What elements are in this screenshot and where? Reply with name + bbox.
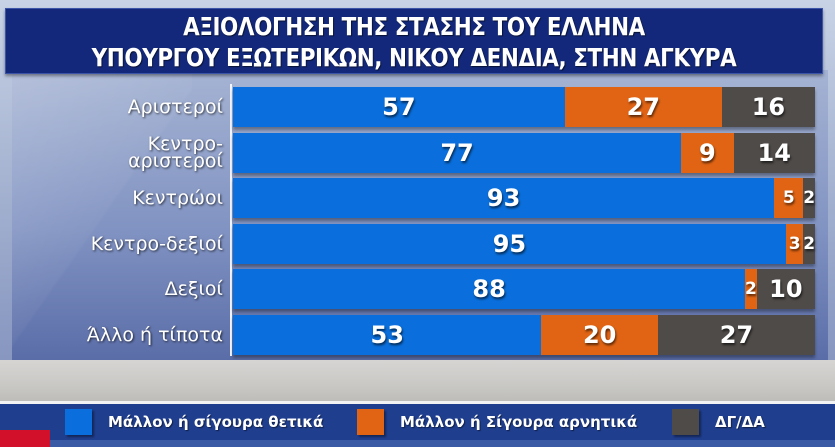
category-label: Κεντρο-δεξιοί: [90, 232, 223, 255]
bar-segment-dk: 14: [733, 133, 815, 173]
bar-row: Κεντρώοι 93 5 2: [0, 178, 835, 218]
bar-segment-dk: 16: [721, 87, 815, 127]
stacked-bar: 57 27 16: [233, 87, 815, 127]
category-label: Κεντρώοι: [132, 186, 223, 209]
legend-label-positive: Μάλλον ή σίγουρα θετικά: [108, 413, 324, 431]
legend-swatch-negative: [357, 409, 384, 435]
bar-segment-negative: 3: [785, 224, 804, 264]
bar-row: Κεντρο-δεξιοί 95 3 2: [0, 224, 835, 264]
data-label: 2: [803, 188, 816, 208]
bar-segment-dk: 2: [803, 224, 815, 264]
bar-row: Αριστεροί 57 27 16: [0, 87, 835, 127]
data-label: 2: [745, 279, 757, 299]
data-label: 95: [492, 230, 527, 258]
legend-item-positive: Μάλλον ή σίγουρα θετικά: [65, 404, 323, 440]
bar-row: Άλλο ή τίποτα 53 20 27: [0, 315, 835, 355]
chart-title: ΑΞΙΟΛΟΓΗΣΗ ΤΗΣ ΣΤΑΣΗΣ ΤΟΥ ΕΛΛΗΝΑ ΥΠΟΥΡΓΟ…: [5, 8, 823, 74]
bar-segment-negative: 20: [541, 315, 658, 355]
bar-segment-positive: 57: [233, 87, 565, 127]
legend-swatch-dk: [672, 409, 699, 435]
data-label: 10: [769, 275, 803, 303]
legend-label-dk: ΔΓ/ΔΑ: [715, 413, 765, 431]
title-line-2: ΥΠΟΥΡΓΟΥ ΕΞΩΤΕΡΙΚΩΝ, ΝΙΚΟΥ ΔΕΝΔΙΑ, ΣΤΗΝ …: [91, 43, 737, 72]
data-label: 27: [719, 321, 754, 349]
stacked-bar: 93 5 2: [233, 178, 815, 218]
data-label: 57: [382, 93, 416, 121]
floor-divider: [0, 401, 835, 404]
bar-segment-dk: 27: [657, 315, 815, 355]
stacked-bar: 95 3 2: [233, 224, 815, 264]
category-label: Κεντρο- αριστεροί: [128, 133, 223, 172]
legend-item-dk: ΔΓ/ΔΑ: [672, 404, 765, 440]
bar-segment-positive: 95: [233, 224, 786, 264]
data-label: 53: [370, 321, 404, 349]
data-label: 16: [751, 93, 786, 121]
bar-row: Δεξιοί 88 2 10: [0, 269, 835, 309]
legend-bottom-strip: [0, 440, 835, 447]
category-label: Αριστεροί: [127, 95, 223, 118]
data-label: 93: [486, 184, 521, 212]
bar-segment-positive: 93: [233, 178, 775, 218]
bar-segment-positive: 53: [233, 315, 542, 355]
category-label: Δεξιοί: [164, 277, 223, 300]
legend-item-negative: Μάλλον ή Σίγουρα αρνητικά: [357, 404, 637, 440]
data-label: 14: [757, 139, 791, 167]
bar-segment-negative: 2: [745, 269, 757, 309]
data-label: 9: [698, 139, 716, 167]
channel-red-tab: [0, 430, 50, 447]
category-label: Άλλο ή τίποτα: [86, 323, 223, 346]
bar-segment-positive: 88: [233, 269, 746, 309]
data-label: 20: [582, 321, 617, 349]
data-label: 77: [440, 139, 474, 167]
title-line-1: ΑΞΙΟΛΟΓΗΣΗ ΤΗΣ ΣΤΑΣΗΣ ΤΟΥ ΕΛΛΗΝΑ: [183, 12, 645, 41]
stacked-bar: 77 9 14: [233, 133, 815, 173]
data-label: 5: [782, 188, 795, 208]
stacked-bar: 88 2 10: [233, 269, 815, 309]
legend-label-negative: Μάλλον ή Σίγουρα αρνητικά: [400, 413, 638, 431]
bar-segment-dk: 2: [803, 178, 815, 218]
data-label: 3: [788, 234, 801, 254]
legend-swatch-positive: [65, 409, 92, 435]
floor-panel: [0, 360, 835, 402]
bar-segment-negative: 9: [681, 133, 734, 173]
data-label: 2: [803, 234, 816, 254]
bar-segment-positive: 77: [233, 133, 682, 173]
y-axis-line: [230, 84, 232, 356]
bar-row: Κεντρο- αριστεροί 77 9 14: [0, 133, 835, 173]
bar-segment-dk: 10: [756, 269, 815, 309]
data-label: 27: [626, 93, 660, 121]
bar-segment-negative: 27: [564, 87, 722, 127]
stacked-bar: 53 20 27: [233, 315, 815, 355]
data-label: 88: [472, 275, 506, 303]
bar-segment-negative: 5: [774, 178, 804, 218]
